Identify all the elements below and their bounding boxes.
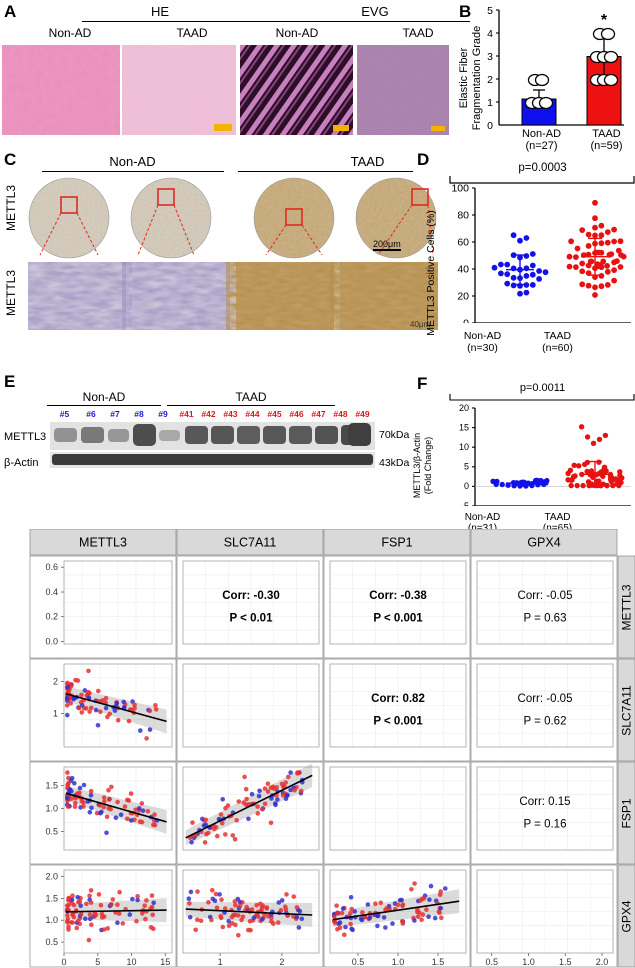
svg-text:100: 100 [451, 183, 469, 195]
svg-text:60: 60 [457, 237, 469, 249]
svg-text:Corr: -0.05: Corr: -0.05 [518, 693, 573, 705]
svg-text:5: 5 [487, 5, 493, 17]
svg-text:SLC7A11: SLC7A11 [620, 685, 634, 736]
svg-text:2: 2 [53, 677, 58, 687]
svg-text:P = 0.62: P = 0.62 [524, 715, 567, 727]
svg-text:2.0: 2.0 [45, 872, 58, 882]
svg-text:P < 0.01: P < 0.01 [230, 612, 274, 624]
svg-text:2: 2 [279, 957, 284, 967]
svg-text:20: 20 [459, 403, 469, 413]
svg-text:0.2: 0.2 [45, 612, 58, 622]
svg-text:Corr: 0.15: Corr: 0.15 [519, 796, 570, 808]
svg-text:GPX4: GPX4 [620, 900, 634, 932]
svg-text:1.0: 1.0 [522, 957, 535, 967]
svg-text:40: 40 [457, 264, 469, 276]
svg-text:P = 0.16: P = 0.16 [524, 818, 567, 830]
svg-text:FSP1: FSP1 [381, 536, 412, 550]
svg-text:METTL3: METTL3 [620, 584, 634, 630]
svg-text:Corr: 0.82: Corr: 0.82 [371, 693, 425, 705]
svg-text:1.5: 1.5 [559, 957, 572, 967]
svg-text:-5: -5 [461, 501, 469, 506]
svg-text:15: 15 [459, 422, 469, 432]
svg-text:1.0: 1.0 [45, 804, 58, 814]
svg-text:10: 10 [459, 442, 469, 452]
svg-text:0.5: 0.5 [352, 957, 365, 967]
svg-text:*: * [601, 12, 608, 29]
svg-text:1.0: 1.0 [45, 915, 58, 925]
svg-text:0: 0 [487, 120, 493, 132]
svg-text:0: 0 [61, 957, 66, 967]
svg-text:2: 2 [487, 74, 493, 86]
svg-text:3: 3 [487, 51, 493, 63]
svg-text:10: 10 [126, 957, 136, 967]
svg-text:FSP1: FSP1 [620, 798, 634, 828]
svg-text:1: 1 [218, 957, 223, 967]
svg-text:P = 0.63: P = 0.63 [524, 612, 567, 624]
svg-text:1.5: 1.5 [45, 893, 58, 903]
svg-text:0.5: 0.5 [45, 827, 58, 837]
svg-text:0.6: 0.6 [45, 562, 58, 572]
svg-text:20: 20 [457, 291, 469, 303]
svg-text:P < 0.001: P < 0.001 [373, 612, 423, 624]
svg-text:METTL3: METTL3 [79, 536, 127, 550]
svg-text:2.0: 2.0 [596, 957, 609, 967]
svg-text:0.0: 0.0 [45, 637, 58, 647]
svg-text:P < 0.001: P < 0.001 [373, 715, 423, 727]
svg-text:GPX4: GPX4 [527, 536, 560, 550]
svg-text:Corr: -0.38: Corr: -0.38 [369, 590, 427, 602]
svg-text:4: 4 [487, 28, 493, 40]
svg-text:0.5: 0.5 [45, 937, 58, 947]
svg-text:SLC7A11: SLC7A11 [224, 536, 277, 550]
svg-text:5: 5 [464, 462, 469, 472]
svg-text:5: 5 [95, 957, 100, 967]
svg-text:0: 0 [463, 318, 469, 324]
svg-text:1.0: 1.0 [392, 957, 405, 967]
svg-text:80: 80 [457, 210, 469, 222]
svg-text:Corr: -0.05: Corr: -0.05 [518, 590, 573, 602]
svg-text:15: 15 [160, 957, 170, 967]
svg-text:0.5: 0.5 [485, 957, 498, 967]
svg-text:0.4: 0.4 [45, 587, 58, 597]
svg-text:1: 1 [53, 709, 58, 719]
svg-text:1.5: 1.5 [432, 957, 445, 967]
svg-text:0: 0 [464, 481, 469, 491]
svg-text:Corr: -0.30: Corr: -0.30 [222, 590, 280, 602]
svg-text:1: 1 [487, 97, 493, 109]
svg-text:1.5: 1.5 [45, 780, 58, 790]
